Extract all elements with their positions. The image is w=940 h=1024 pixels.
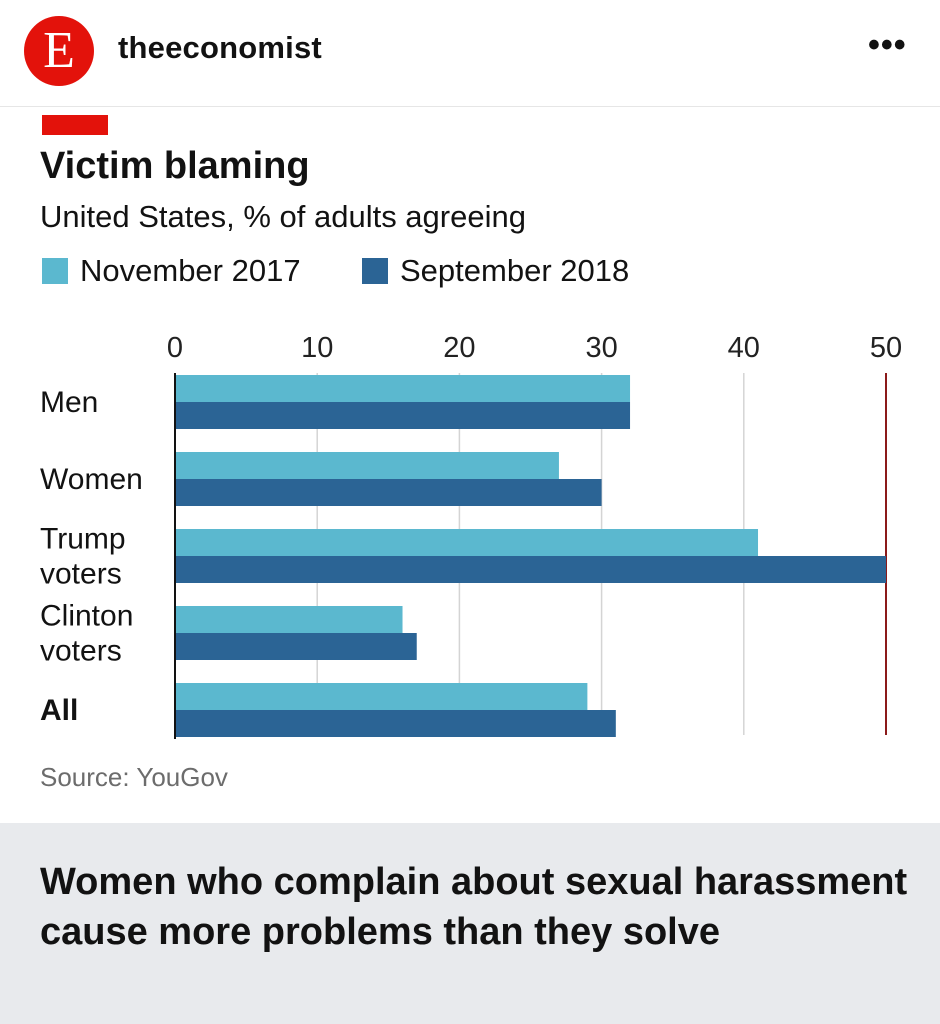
legend-swatch-nov-2017 [42,258,68,284]
account-name[interactable]: theeconomist [118,30,322,65]
x-tick-label-40: 40 [728,332,760,364]
bar-men-series-1 [175,402,631,429]
category-label-trump-voters: Trump voters [40,523,126,591]
legend-item-sep-2018: September 2018 [362,253,629,289]
chart-subtitle: United States, % of adults agreeing [40,199,526,234]
post-caption: Women who complain about sexual harassme… [0,823,940,1024]
x-tick-label-20: 20 [443,332,475,364]
x-tick-label-50: 50 [870,332,902,364]
bar-trump-voters-series-1 [175,556,886,583]
bar-all-series-1 [175,710,616,737]
account-avatar[interactable]: E [24,16,94,86]
bar-chart: 0 10 20 30 40 50 Men Women Trump voters Clinton vot… [40,332,902,739]
chart-title: Victim blaming [40,145,310,187]
post-header: E theeconomist ••• [0,0,940,107]
category-label-all: All [40,694,78,727]
legend-swatch-sep-2018 [362,258,388,284]
x-tick-label-0: 0 [167,332,183,364]
caption-text: Women who complain about sexual harassme… [40,861,908,953]
bar-clinton-voters-series-0 [175,606,403,633]
bar-men-series-0 [175,375,631,402]
bar-women-series-0 [175,452,559,479]
more-options-icon[interactable]: ••• [868,26,907,64]
category-label-women: Women [40,463,143,496]
category-label-clinton-voters: Clinton voters [40,600,133,668]
x-tick-label-30: 30 [585,332,617,364]
brand-red-tag [42,115,108,135]
chart-source: Source: YouGov [40,762,228,792]
x-tick-label-10: 10 [301,332,333,364]
bar-women-series-1 [175,479,602,506]
bar-trump-voters-series-0 [175,529,759,556]
legend-label-nov-2017: November 2017 [80,253,301,288]
chart-card: Victim blaming United States, % of adult… [0,107,940,823]
bar-clinton-voters-series-1 [175,633,417,660]
legend-item-nov-2017: November 2017 [42,253,301,289]
category-label-men: Men [40,386,98,419]
legend-label-sep-2018: September 2018 [400,253,630,288]
bar-all-series-0 [175,683,588,710]
